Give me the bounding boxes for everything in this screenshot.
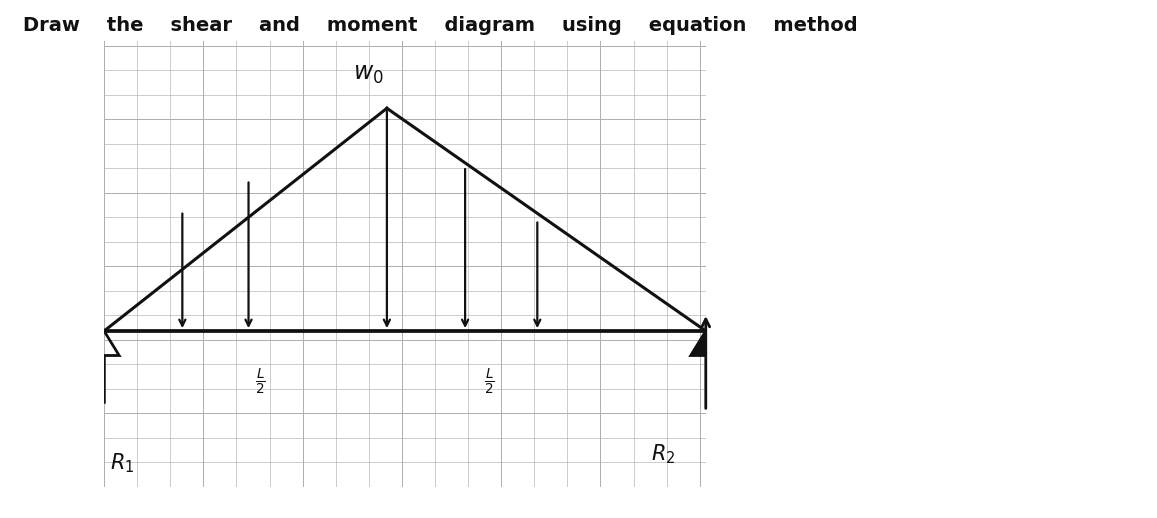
Text: $R_2$: $R_2$ (651, 442, 676, 466)
Text: Draw    the    shear    and    moment    diagram    using    equation    method: Draw the shear and moment diagram using … (23, 16, 857, 35)
Text: $w_0$: $w_0$ (354, 63, 384, 86)
Text: $\frac{L}{2}$: $\frac{L}{2}$ (484, 367, 494, 397)
Polygon shape (691, 331, 721, 355)
Text: $\frac{L}{2}$: $\frac{L}{2}$ (256, 367, 266, 397)
Text: $R_1$: $R_1$ (110, 451, 134, 475)
